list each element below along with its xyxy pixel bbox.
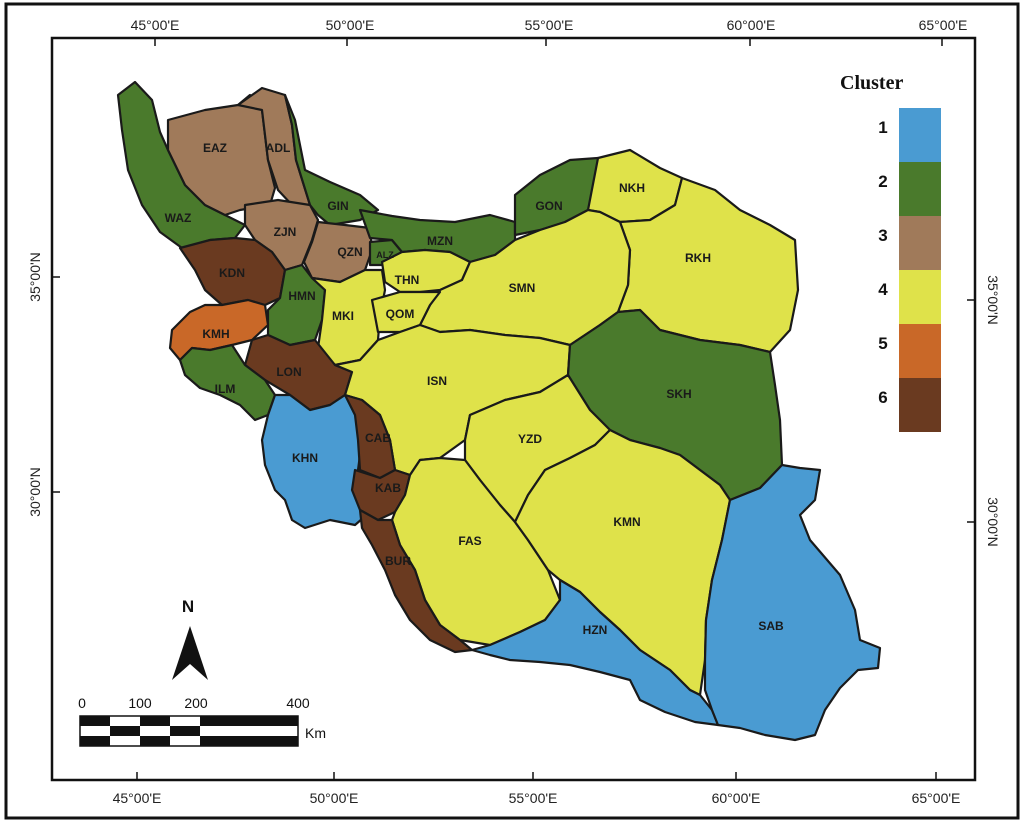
province-qom[interactable]	[370, 290, 442, 334]
province-label-ilm: ILM	[215, 382, 236, 396]
latitude-labels-right: 35°00'N 30°00'N	[985, 275, 1001, 547]
province-label-nkh: NKH	[619, 181, 645, 195]
latitude-labels-left: 35°00'N 30°00'N	[27, 252, 43, 517]
scale-bar-segments	[80, 716, 298, 746]
lon-label-bottom: 60°00'E	[712, 790, 761, 806]
province-label-lon: LON	[276, 365, 301, 379]
scale-tick-label: 200	[184, 695, 208, 711]
lat-label-right: 30°00'N	[985, 497, 1001, 547]
province-label-hmn: HMN	[288, 289, 315, 303]
legend-swatch	[899, 270, 941, 324]
lat-label-left: 35°00'N	[27, 252, 43, 302]
lon-label-top: 55°00'E	[525, 17, 574, 33]
province-label-fas: FAS	[458, 534, 481, 548]
legend-label: 4	[878, 280, 888, 299]
legend-swatch	[899, 162, 941, 216]
province-label-cab: CAB	[365, 431, 391, 445]
province-label-kmn: KMN	[613, 515, 640, 529]
province-label-kdn: KDN	[219, 266, 245, 280]
lon-label-top: 45°00'E	[131, 17, 180, 33]
scale-tick-label: 0	[78, 695, 86, 711]
lon-label-top: 60°00'E	[727, 17, 776, 33]
province-labels: WAZ EAZ ADL GIN ZJN QZN ALZ MZN GON NKH RKH THN SMN K…	[165, 141, 784, 637]
graticule-ticks	[52, 38, 975, 780]
province-label-gon: GON	[535, 199, 562, 213]
province-label-adl: ADL	[266, 141, 291, 155]
lon-label-bottom: 65°00'E	[912, 790, 961, 806]
lat-label-right: 35°00'N	[985, 275, 1001, 325]
legend-swatch	[899, 216, 941, 270]
province-label-bur: BUR	[385, 554, 411, 568]
province-label-qom: QOM	[386, 307, 415, 321]
province-label-khn: KHN	[292, 451, 318, 465]
provinces	[116, 80, 882, 742]
province-label-kmh: KMH	[202, 327, 229, 341]
province-label-sab: SAB	[758, 619, 784, 633]
longitude-labels-bottom: 45°00'E 50°00'E 55°00'E 60°00'E 65°00'E	[113, 790, 961, 806]
legend-swatch	[899, 108, 941, 162]
lon-label-bottom: 50°00'E	[310, 790, 359, 806]
province-label-waz: WAZ	[165, 211, 192, 225]
province-label-yzd: YZD	[518, 432, 542, 446]
legend-title: Cluster	[840, 72, 903, 94]
longitude-labels-top: 45°00'E 50°00'E 55°00'E 60°00'E 65°00'E	[131, 17, 968, 33]
province-label-eaz: EAZ	[203, 141, 227, 155]
legend-swatch	[899, 378, 941, 432]
lat-label-left: 30°00'N	[27, 467, 43, 517]
legend-label: 5	[878, 334, 887, 353]
lon-label-top: 65°00'E	[919, 17, 968, 33]
province-label-gin: GIN	[327, 199, 348, 213]
lon-label-top: 50°00'E	[326, 17, 375, 33]
lon-label-bottom: 55°00'E	[509, 790, 558, 806]
scale-unit: Km	[305, 725, 326, 741]
province-label-rkh: RKH	[685, 251, 711, 265]
province-label-mzn: MZN	[427, 234, 453, 248]
legend-label: 6	[878, 388, 887, 407]
scale-bar: 0 100 200 400 Km	[78, 695, 326, 747]
province-label-smn: SMN	[509, 281, 536, 295]
province-label-zjn: ZJN	[274, 225, 297, 239]
province-hzn[interactable]	[470, 578, 720, 727]
province-label-alz: ALZ	[376, 250, 394, 260]
legend: Cluster 1 2 3 4 5 6	[840, 72, 941, 432]
province-label-thn: THN	[395, 273, 420, 287]
north-arrow-icon	[172, 626, 208, 680]
lon-label-bottom: 45°00'E	[113, 790, 162, 806]
province-gin[interactable]	[283, 93, 380, 227]
legend-swatch	[899, 324, 941, 378]
province-sab[interactable]	[703, 463, 882, 742]
legend-label: 1	[878, 118, 887, 137]
scale-tick-label: 100	[128, 695, 152, 711]
north-arrow-label: N	[182, 597, 194, 616]
province-label-hzn: HZN	[583, 623, 608, 637]
province-label-mki: MKI	[332, 309, 354, 323]
scale-tick-label: 400	[286, 695, 310, 711]
north-arrow: N	[172, 597, 208, 680]
legend-label: 3	[878, 226, 887, 245]
province-label-isn: ISN	[427, 374, 447, 388]
province-label-kab: KAB	[375, 481, 401, 495]
legend-label: 2	[878, 172, 887, 191]
province-label-qzn: QZN	[337, 245, 362, 259]
province-label-skh: SKH	[666, 387, 691, 401]
